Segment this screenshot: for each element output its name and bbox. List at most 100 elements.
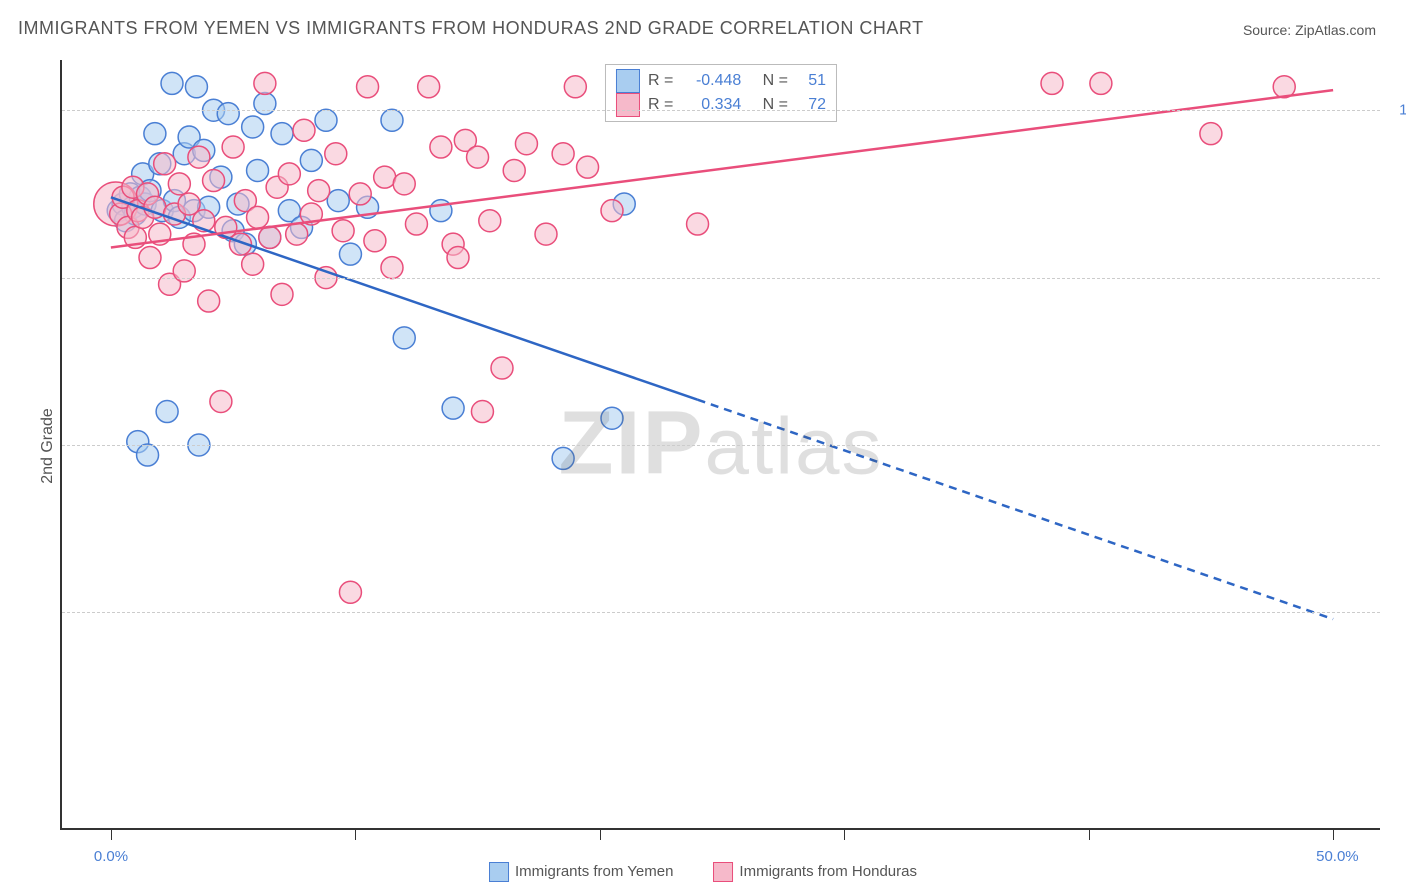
data-point-honduras [381, 257, 403, 279]
data-point-honduras [552, 143, 574, 165]
legend-row-yemen: R = -0.448 N = 51 [616, 69, 826, 93]
data-point-honduras [405, 213, 427, 235]
y-tick-label: 85.0% [1390, 604, 1406, 621]
data-point-honduras [503, 159, 525, 181]
data-point-yemen [393, 327, 415, 349]
data-point-honduras [293, 119, 315, 141]
source-attribution: Source: ZipAtlas.com [1243, 22, 1376, 38]
x-tick-mark [600, 828, 601, 840]
data-point-honduras [467, 146, 489, 168]
data-point-honduras [515, 133, 537, 155]
data-point-honduras [349, 183, 371, 205]
data-point-yemen [161, 72, 183, 94]
data-point-honduras [374, 166, 396, 188]
chart-title: IMMIGRANTS FROM YEMEN VS IMMIGRANTS FROM… [18, 18, 924, 39]
legend-swatch [616, 69, 640, 93]
legend-n-value: 72 [796, 96, 826, 114]
correlation-legend: R = -0.448 N = 51 R = 0.334 N = 72 [605, 64, 837, 122]
data-point-yemen [339, 243, 361, 265]
data-point-yemen [381, 109, 403, 131]
gridline [62, 278, 1380, 279]
data-point-yemen [327, 190, 349, 212]
data-point-honduras [479, 210, 501, 232]
y-axis-label: 2nd Grade [39, 408, 57, 484]
data-point-honduras [203, 170, 225, 192]
x-axis-label: 50.0% [1316, 848, 1359, 865]
gridline [62, 612, 1380, 613]
legend-r-value: -0.448 [681, 72, 741, 90]
data-point-honduras [286, 223, 308, 245]
legend-swatch [713, 862, 733, 882]
data-point-honduras [247, 206, 269, 228]
data-point-yemen [247, 159, 269, 181]
x-tick-mark [1089, 828, 1090, 840]
series-legend-item-yemen: Immigrants from Yemen [489, 862, 673, 882]
x-tick-mark [1333, 828, 1334, 840]
data-point-yemen [217, 103, 239, 125]
data-point-honduras [188, 146, 210, 168]
legend-row-honduras: R = 0.334 N = 72 [616, 93, 826, 117]
x-tick-mark [844, 828, 845, 840]
data-point-honduras [168, 173, 190, 195]
data-point-honduras [564, 76, 586, 98]
data-point-honduras [271, 283, 293, 305]
data-point-honduras [1090, 72, 1112, 94]
data-point-honduras [139, 247, 161, 269]
data-point-yemen [242, 116, 264, 138]
data-point-honduras [259, 226, 281, 248]
data-point-honduras [332, 220, 354, 242]
data-point-yemen [601, 407, 623, 429]
data-point-honduras [339, 581, 361, 603]
y-tick-label: 100.0% [1390, 102, 1406, 119]
data-point-yemen [552, 447, 574, 469]
y-tick-label: 95.0% [1390, 269, 1406, 286]
data-point-yemen [300, 149, 322, 171]
series-legend-item-honduras: Immigrants from Honduras [713, 862, 917, 882]
trend-line-dashed-yemen [698, 400, 1334, 619]
legend-n-value: 51 [796, 72, 826, 90]
legend-r-label: R = [648, 72, 673, 90]
gridline [62, 445, 1380, 446]
legend-r-value: 0.334 [681, 96, 741, 114]
data-point-yemen [156, 401, 178, 423]
data-point-honduras [471, 401, 493, 423]
data-point-honduras [1200, 123, 1222, 145]
legend-swatch [489, 862, 509, 882]
data-point-honduras [278, 163, 300, 185]
data-point-honduras [577, 156, 599, 178]
data-point-honduras [1041, 72, 1063, 94]
y-tick-label: 90.0% [1390, 437, 1406, 454]
data-point-yemen [144, 123, 166, 145]
data-point-honduras [308, 180, 330, 202]
legend-r-label: R = [648, 96, 673, 114]
data-point-yemen [442, 397, 464, 419]
legend-swatch [616, 93, 640, 117]
data-point-honduras [687, 213, 709, 235]
x-axis-label: 0.0% [94, 848, 128, 865]
data-point-yemen [254, 93, 276, 115]
gridline [62, 110, 1380, 111]
x-tick-mark [355, 828, 356, 840]
series-name: Immigrants from Yemen [515, 863, 673, 880]
data-point-honduras [393, 173, 415, 195]
data-point-honduras [254, 72, 276, 94]
data-point-honduras [210, 390, 232, 412]
legend-n-label: N = [749, 72, 788, 90]
data-point-honduras [154, 153, 176, 175]
data-point-yemen [185, 76, 207, 98]
source-link[interactable]: ZipAtlas.com [1295, 22, 1376, 38]
x-tick-mark [111, 828, 112, 840]
data-point-honduras [491, 357, 513, 379]
data-point-yemen [137, 444, 159, 466]
data-point-honduras [242, 253, 264, 275]
series-name: Immigrants from Honduras [739, 863, 917, 880]
data-point-honduras [173, 260, 195, 282]
data-point-honduras [357, 76, 379, 98]
data-point-honduras [430, 136, 452, 158]
data-point-honduras [447, 247, 469, 269]
data-point-yemen [315, 109, 337, 131]
legend-n-label: N = [749, 96, 788, 114]
source-prefix-label: Source: [1243, 22, 1295, 38]
plot-area: ZIPatlas R =-0.448 N =51R =0.334 N =72 1… [60, 60, 1380, 830]
data-point-yemen [271, 123, 293, 145]
